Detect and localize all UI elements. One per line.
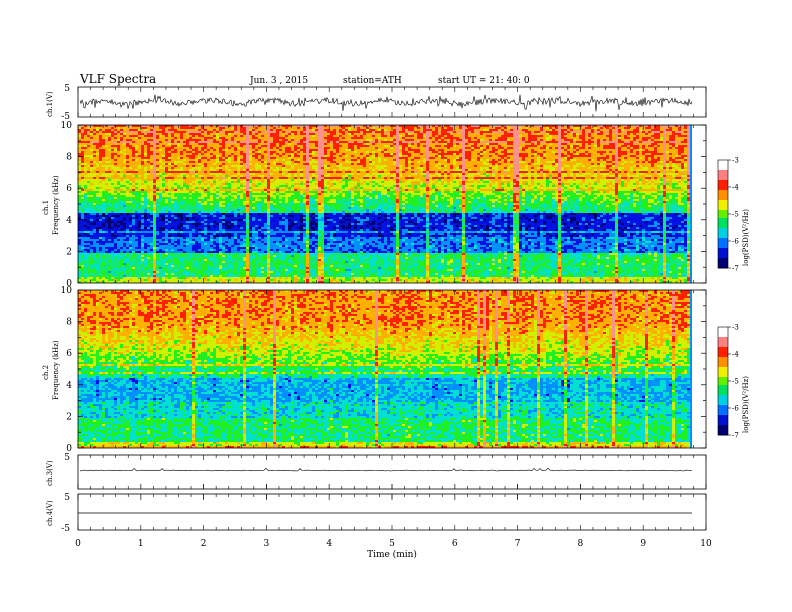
time-tick-label: 7 — [515, 539, 521, 549]
cbar2-tick: -6 — [732, 405, 739, 413]
time-axis-labels: 0 1 2 3 4 5 6 7 8 9 10 — [75, 539, 712, 549]
time-axis-ticks — [77, 87, 707, 530]
time-tick-label: 9 — [640, 539, 646, 549]
cbar1-tick: -4 — [732, 184, 739, 192]
ch2-channel-label: ch.2 — [42, 365, 50, 380]
ch4-ylabel: ch.4(V) — [46, 500, 54, 526]
date-label: Jun. 3 , 2015 — [249, 76, 308, 86]
cbar2-label: log(PSD)(V²/Hz) — [742, 376, 750, 433]
spec1-ytick: 2 — [66, 247, 72, 257]
ch3-frame — [77, 454, 707, 490]
ch1-spectrogram-panel: 0 2 4 6 8 10 ch.1 Frequency (kHz) — [42, 121, 707, 289]
spec2-ytick: 6 — [66, 349, 72, 359]
ch2-spectrogram-image — [78, 290, 692, 448]
time-axis-label: Time (min) — [367, 549, 417, 560]
time-tick-label: 8 — [578, 539, 584, 549]
time-tick-label: 1 — [138, 539, 144, 549]
ch3-ytick-top: 5 — [64, 453, 70, 463]
ch4-ytick-top: 5 — [64, 493, 70, 503]
spec2-ytick: 8 — [66, 318, 72, 328]
ch1-ylabel: ch.1(V) — [46, 91, 54, 117]
cbar1-tick: -3 — [732, 157, 739, 165]
cbar2-tick: -7 — [732, 432, 739, 440]
cbar2-tick: -3 — [732, 324, 739, 332]
ch1-freq-ticks: 0 2 4 6 8 10 — [61, 121, 706, 289]
ch1-ytick-top: 5 — [64, 84, 70, 94]
cbar1-tick: -7 — [732, 265, 739, 273]
time-tick-label: 10 — [700, 539, 712, 549]
spec2-ytick: 10 — [61, 286, 73, 296]
cbar2-tick: -4 — [732, 351, 739, 359]
time-tick-label: 2 — [201, 539, 207, 549]
spec1-ytick: 4 — [66, 216, 72, 226]
cbar1-label: log(PSD)(V²/Hz) — [742, 209, 750, 266]
time-tick-label: 6 — [452, 539, 458, 549]
time-tick-label: 5 — [389, 539, 395, 549]
ch1-waveform-panel: 5 -5 ch.1(V) — [46, 84, 707, 122]
start-time-label: start UT = 21: 40: 0 — [438, 76, 530, 86]
ch2-spectrogram-panel: 0 2 4 6 8 10 ch.2 Frequency (kHz) — [42, 286, 707, 454]
ch3-waveform-panel: 5 ch.3(V) — [46, 453, 707, 490]
time-tick-label: 0 — [75, 539, 81, 549]
ch3-ylabel: ch.3(V) — [46, 460, 54, 486]
ch2-freq-ticks: 0 2 4 6 8 10 — [61, 286, 706, 454]
ch4-ytick-bottom: -5 — [61, 524, 70, 534]
ch3-waveform-line — [79, 467, 693, 472]
spec2-ytick: 4 — [66, 381, 72, 391]
ch1-ytick-bottom: -5 — [61, 112, 70, 122]
station-label: station=ATH — [343, 76, 402, 86]
cbar2-tick: -5 — [732, 378, 739, 386]
cbar1-tick: -5 — [732, 211, 739, 219]
spec2-ytick: 2 — [66, 412, 72, 422]
time-tick-label: 4 — [326, 539, 332, 549]
ch1-waveform-line — [79, 94, 693, 112]
cbar1-tick: -6 — [732, 238, 739, 246]
spec1-ytick: 8 — [66, 153, 72, 163]
time-tick-label: 3 — [264, 539, 270, 549]
ch1-channel-label: ch.1 — [42, 200, 50, 215]
figure-title: VLF Spectra — [79, 72, 156, 86]
ch2-freq-axis-label: Frequency (kHz) — [52, 340, 60, 400]
ch4-waveform-panel: 5 -5 ch.4(V) — [46, 493, 707, 534]
spec1-ytick: 0 — [66, 279, 72, 289]
ch1-freq-axis-label: Frequency (kHz) — [52, 175, 60, 235]
spec1-ytick: 6 — [66, 184, 72, 194]
spec1-ytick: 10 — [61, 121, 73, 131]
ch1-spectrogram-image — [78, 125, 692, 283]
spec2-ytick: 0 — [66, 444, 72, 454]
